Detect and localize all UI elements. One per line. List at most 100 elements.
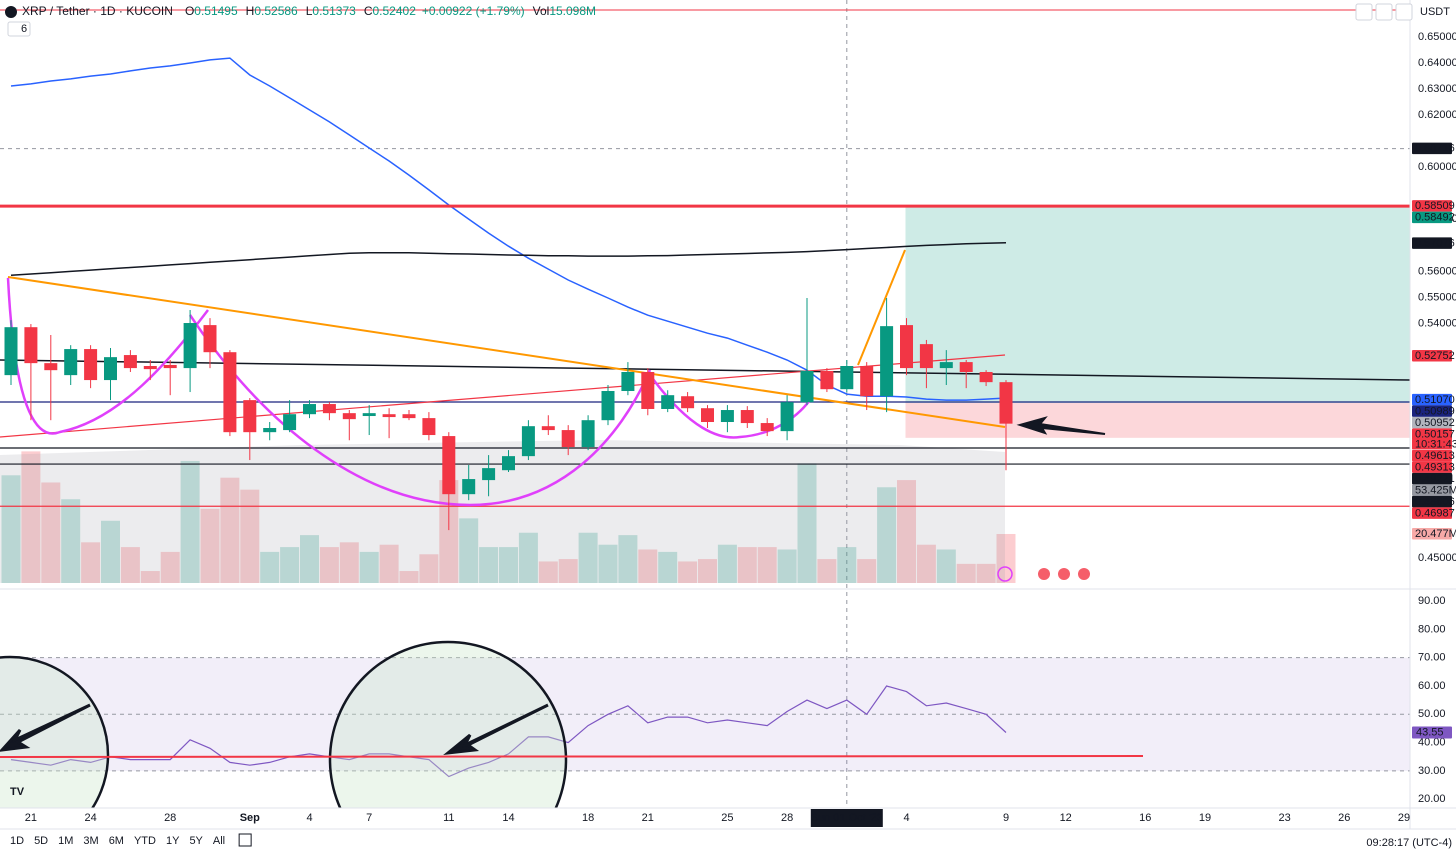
y-tick-label: 0.65000 xyxy=(1418,31,1456,43)
price-tag-label: 0.50989 xyxy=(1415,405,1455,417)
volume-bar xyxy=(658,551,678,583)
candle-body xyxy=(303,404,316,415)
price-tag xyxy=(1412,461,1452,473)
volume-bar xyxy=(160,551,180,583)
price-tag-label: 0.58509 xyxy=(1415,200,1455,212)
symbol-title: XRP / Tether · 1D · KUCOIN xyxy=(22,4,173,18)
loss-zone xyxy=(905,402,1410,438)
volume-bar xyxy=(359,551,379,583)
range-button[interactable]: 6M xyxy=(109,835,124,847)
trend-line xyxy=(857,249,906,366)
candle-body xyxy=(163,364,177,369)
icon xyxy=(997,566,1013,582)
candle-body xyxy=(442,436,456,495)
candle-body xyxy=(44,363,58,371)
range-button[interactable]: 1Y xyxy=(166,835,180,847)
x-tick-label: 14 xyxy=(502,812,514,824)
price-tag xyxy=(1412,484,1452,496)
circle-drawing xyxy=(328,640,568,808)
price-tag xyxy=(1412,527,1452,540)
drawings xyxy=(0,9,1410,507)
indicator-count[interactable]: 6 xyxy=(21,23,27,35)
moving-average xyxy=(10,57,1007,401)
candle-body xyxy=(183,323,197,369)
price-tag xyxy=(1412,428,1452,440)
volume-bar xyxy=(101,520,120,583)
price-tag xyxy=(1412,393,1452,406)
stat-label: H xyxy=(246,4,255,18)
level-line xyxy=(0,755,1144,758)
candle-body xyxy=(820,370,834,390)
candle-body xyxy=(4,327,18,376)
volume-bar xyxy=(280,547,300,583)
y-tick-label: 0.56000 xyxy=(1418,265,1456,277)
rsi-tick-label: 50.00 xyxy=(1418,708,1446,720)
range-button[interactable]: 1M xyxy=(58,835,73,847)
volume-bar xyxy=(200,508,220,583)
volume-bar xyxy=(916,544,936,583)
volume-bar xyxy=(857,559,877,583)
range-button[interactable]: 5Y xyxy=(189,835,203,847)
price-tag xyxy=(1412,350,1452,362)
toolbar-button[interactable] xyxy=(1395,3,1413,21)
candle-body xyxy=(203,325,217,353)
rsi-tick-label: 30.00 xyxy=(1418,765,1446,777)
volume-bar xyxy=(777,549,797,583)
rsi-tick-label: 80.00 xyxy=(1418,623,1446,635)
compare-button[interactable] xyxy=(238,833,252,847)
arrow xyxy=(443,703,549,756)
x-tick-label: Sun 01 Oct '23 xyxy=(811,812,883,824)
price-tag xyxy=(1412,211,1452,224)
range-button[interactable]: 5D xyxy=(34,835,48,847)
candle-body xyxy=(64,349,78,376)
range-button[interactable]: 3M xyxy=(83,835,98,847)
range-button[interactable]: 1D xyxy=(10,835,24,847)
candle-body xyxy=(601,391,615,421)
symbol-icon xyxy=(5,6,17,18)
candle-body xyxy=(482,468,496,481)
volume-bar xyxy=(678,561,698,583)
profit-zone xyxy=(905,206,1410,403)
indicator-toggle[interactable] xyxy=(7,21,31,37)
volume-layer xyxy=(1,451,1016,583)
candle-body xyxy=(342,413,356,420)
volume-bar xyxy=(479,547,499,583)
volume-bar xyxy=(837,547,857,583)
rsi-tick-label: 70.00 xyxy=(1418,652,1446,664)
volume-bar xyxy=(737,547,757,583)
price-tag xyxy=(1412,237,1452,249)
x-tick-label: 9 xyxy=(1003,812,1009,824)
rsi-value-tag xyxy=(1412,726,1452,739)
volume-average-area xyxy=(0,440,1005,583)
price-tag-label: 0.52752 xyxy=(1415,350,1455,362)
toolbar-button[interactable] xyxy=(1375,3,1393,21)
range-button[interactable]: All xyxy=(213,835,225,847)
volume-bar xyxy=(300,535,319,583)
x-tick-label: 29 xyxy=(1398,812,1410,824)
currency[interactable]: USDT xyxy=(1420,6,1450,18)
trend-line xyxy=(7,276,1006,428)
trend-line xyxy=(0,354,1006,438)
cup-drawing xyxy=(6,277,209,435)
volume-bar xyxy=(41,482,61,583)
candle-body xyxy=(641,371,655,409)
countdown-tag xyxy=(1412,439,1452,450)
toolbar-button[interactable] xyxy=(1355,3,1373,21)
volume-bar xyxy=(21,451,41,583)
volume-bar xyxy=(419,554,439,583)
candle-body xyxy=(900,325,913,369)
volume-bar xyxy=(140,571,160,583)
circle-drawing xyxy=(0,655,110,808)
x-tick-label: 24 xyxy=(84,812,96,824)
price-tag-label: 0.57076 xyxy=(1415,237,1455,249)
range-button[interactable]: YTD xyxy=(134,835,156,847)
candle-body xyxy=(502,456,515,471)
candle-body xyxy=(880,326,894,397)
moving-average xyxy=(10,242,1007,277)
y-tick-label: 0.63000 xyxy=(1418,83,1456,95)
volume-bar xyxy=(499,547,518,583)
volume-bar xyxy=(817,559,837,583)
x-tick-label: 12 xyxy=(1060,812,1072,824)
price-tag-label: 0.50157 xyxy=(1415,428,1455,440)
